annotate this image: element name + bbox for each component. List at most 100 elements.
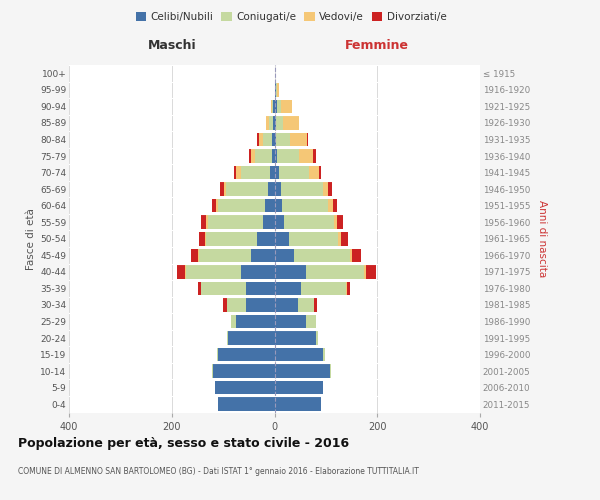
Bar xyxy=(367,265,376,278)
Bar xyxy=(199,248,251,262)
Bar xyxy=(275,381,323,394)
Bar xyxy=(330,364,331,378)
Bar xyxy=(319,166,321,179)
Bar xyxy=(313,149,316,163)
Bar xyxy=(213,364,275,378)
Bar xyxy=(290,132,307,146)
Bar xyxy=(274,100,275,113)
Bar xyxy=(283,116,299,130)
Y-axis label: Anni di nascita: Anni di nascita xyxy=(537,200,547,278)
Bar xyxy=(217,348,218,362)
Bar xyxy=(323,348,325,362)
Bar xyxy=(275,100,277,113)
Bar xyxy=(199,232,205,245)
Bar xyxy=(269,116,273,130)
Bar xyxy=(215,381,275,394)
Bar xyxy=(206,216,208,229)
Bar xyxy=(268,182,275,196)
Bar xyxy=(334,216,337,229)
Bar xyxy=(338,232,341,245)
Bar xyxy=(364,265,367,278)
Bar xyxy=(272,132,275,146)
Bar xyxy=(218,348,275,362)
Bar xyxy=(277,100,281,113)
Bar xyxy=(277,83,279,96)
Bar xyxy=(246,298,275,312)
Bar xyxy=(246,282,275,295)
Bar xyxy=(212,199,217,212)
Bar xyxy=(198,248,199,262)
Bar xyxy=(347,282,350,295)
Bar xyxy=(275,248,294,262)
Bar xyxy=(281,182,323,196)
Bar xyxy=(298,298,314,312)
Bar xyxy=(289,232,338,245)
Bar xyxy=(206,232,257,245)
Bar xyxy=(236,166,241,179)
Bar xyxy=(332,199,337,212)
Bar xyxy=(236,314,275,328)
Bar xyxy=(241,166,271,179)
Bar xyxy=(316,332,318,345)
Bar xyxy=(271,166,275,179)
Bar xyxy=(199,282,201,295)
Bar xyxy=(281,100,292,113)
Bar xyxy=(275,166,278,179)
Bar xyxy=(249,149,251,163)
Bar xyxy=(263,132,272,146)
Bar xyxy=(259,132,263,146)
Bar xyxy=(275,298,298,312)
Bar xyxy=(272,100,274,113)
Bar xyxy=(328,182,332,196)
Bar xyxy=(284,216,334,229)
Bar xyxy=(257,232,275,245)
Bar xyxy=(275,398,321,411)
Bar xyxy=(346,282,347,295)
Bar xyxy=(224,182,226,196)
Bar xyxy=(191,248,198,262)
Bar xyxy=(341,232,349,245)
Bar xyxy=(251,248,275,262)
Bar xyxy=(265,199,275,212)
Bar xyxy=(220,182,224,196)
Bar xyxy=(273,116,275,130)
Bar xyxy=(217,199,218,212)
Bar xyxy=(301,282,346,295)
Legend: Celibi/Nubili, Coniugati/e, Vedovi/e, Divorziati/e: Celibi/Nubili, Coniugati/e, Vedovi/e, Di… xyxy=(131,8,451,26)
Bar xyxy=(307,132,308,146)
Bar xyxy=(275,182,281,196)
Bar xyxy=(275,314,307,328)
Bar xyxy=(241,265,275,278)
Bar xyxy=(276,116,283,130)
Bar xyxy=(275,116,276,130)
Bar xyxy=(275,364,330,378)
Bar xyxy=(282,199,328,212)
Bar xyxy=(275,348,323,362)
Bar xyxy=(275,265,307,278)
Bar xyxy=(201,216,206,229)
Bar xyxy=(227,298,246,312)
Bar xyxy=(234,166,236,179)
Bar xyxy=(307,314,316,328)
Bar xyxy=(257,132,259,146)
Bar xyxy=(307,265,364,278)
Bar xyxy=(178,265,185,278)
Bar xyxy=(276,132,290,146)
Bar xyxy=(337,216,343,229)
Bar xyxy=(350,248,352,262)
Bar xyxy=(208,216,263,229)
Y-axis label: Fasce di età: Fasce di età xyxy=(26,208,36,270)
Bar xyxy=(266,116,269,130)
Bar xyxy=(272,149,275,163)
Text: Popolazione per età, sesso e stato civile - 2016: Popolazione per età, sesso e stato civil… xyxy=(18,436,349,450)
Bar xyxy=(275,216,284,229)
Bar xyxy=(256,149,272,163)
Bar xyxy=(205,232,206,245)
Bar xyxy=(263,216,275,229)
Text: COMUNE DI ALMENNO SAN BARTOLOMEO (BG) - Dati ISTAT 1° gennaio 2016 - Elaborazion: COMUNE DI ALMENNO SAN BARTOLOMEO (BG) - … xyxy=(18,467,419,476)
Bar xyxy=(323,182,328,196)
Bar xyxy=(227,332,228,345)
Bar xyxy=(275,149,277,163)
Bar xyxy=(314,298,317,312)
Bar xyxy=(223,298,227,312)
